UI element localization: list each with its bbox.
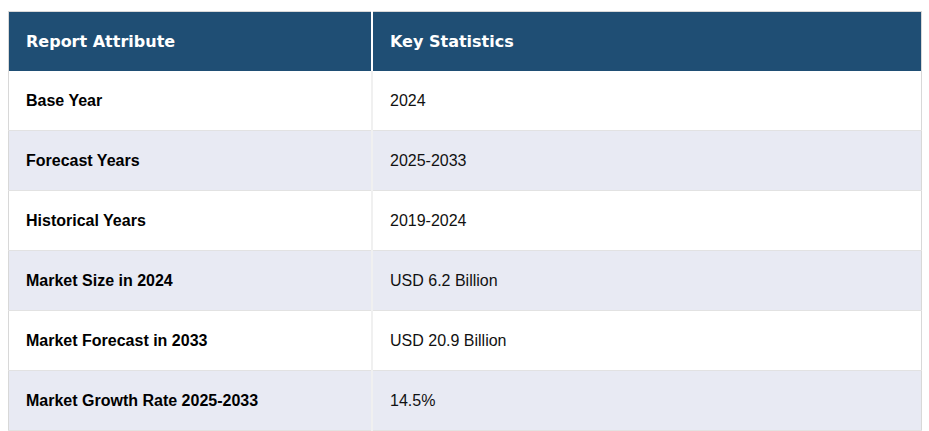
column-header-key-statistics: Key Statistics [372, 12, 922, 72]
table-row-base-year: Base Year 2024 [9, 71, 922, 131]
value-cell: USD 6.2 Billion [372, 251, 922, 311]
column-header-report-attribute: Report Attribute [9, 12, 373, 72]
value-cell: 2019-2024 [372, 191, 922, 251]
value-cell: 2025-2033 [372, 131, 922, 191]
value-cell: 14.5% [372, 371, 922, 431]
value-cell: USD 20.9 Billion [372, 311, 922, 371]
attribute-cell: Market Size in 2024 [9, 251, 373, 311]
attribute-cell: Historical Years [9, 191, 373, 251]
attribute-cell: Market Forecast in 2033 [9, 311, 373, 371]
header-row: Report Attribute Key Statistics [9, 12, 922, 72]
table-row-market-size: Market Size in 2024 USD 6.2 Billion [9, 251, 922, 311]
table-body: Base Year 2024 Forecast Years 2025-2033 … [9, 71, 922, 431]
attribute-cell: Market Growth Rate 2025-2033 [9, 371, 373, 431]
report-summary-table: Report Attribute Key Statistics Base Yea… [8, 11, 922, 431]
table-header: Report Attribute Key Statistics [9, 12, 922, 72]
attribute-cell: Forecast Years [9, 131, 373, 191]
table-row-growth-rate: Market Growth Rate 2025-2033 14.5% [9, 371, 922, 431]
table-row-market-forecast: Market Forecast in 2033 USD 20.9 Billion [9, 311, 922, 371]
value-cell: 2024 [372, 71, 922, 131]
table-row-forecast-years: Forecast Years 2025-2033 [9, 131, 922, 191]
table-row-historical-years: Historical Years 2019-2024 [9, 191, 922, 251]
attribute-cell: Base Year [9, 71, 373, 131]
